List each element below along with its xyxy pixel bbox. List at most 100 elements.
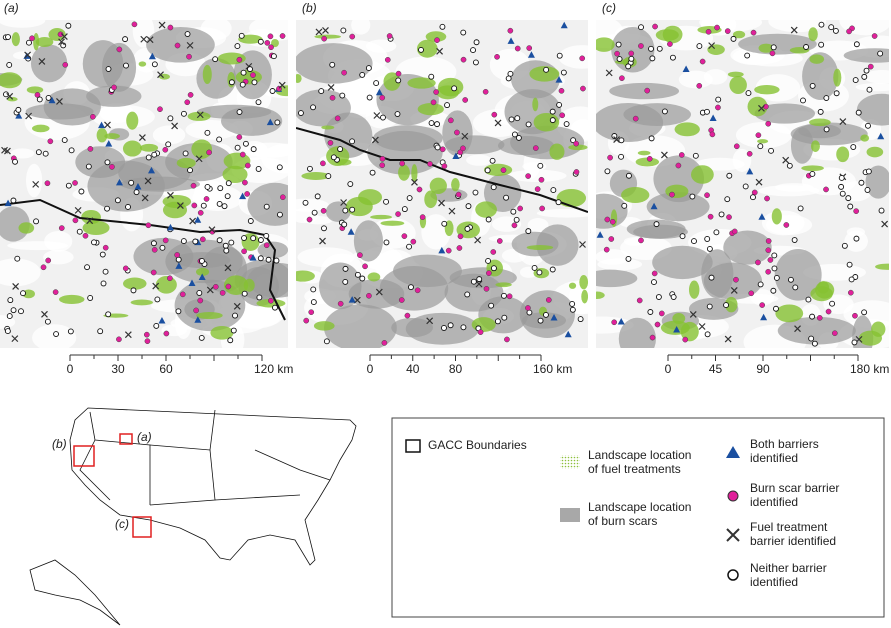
fuel-treatment-point [327,84,335,91]
both-barrier-point [564,330,572,338]
fuel-treatment [155,275,177,294]
neither-point [222,242,229,249]
neither-point [251,79,258,86]
burn-scar-point [341,69,347,76]
burn-scar-point [483,285,490,292]
neither-point [669,54,676,61]
neither-point [625,255,632,262]
neither-point [216,237,223,244]
hillshade [10,148,35,159]
burn-scar-point [144,338,151,345]
neither-point [489,157,496,164]
hillshade [597,258,643,271]
neither-point [865,168,872,175]
neither-point [150,240,157,247]
fuel-treatment [176,157,196,169]
burn-scar-point [456,245,463,251]
burn-scar-point [636,297,643,304]
neither-point [647,309,654,315]
fuel-treatment-point [11,335,19,343]
burn-scar-point [45,257,52,264]
neither-point [241,235,247,241]
neither-point [713,229,720,236]
fuel-treatment [429,177,447,195]
neither-point [515,134,522,141]
both-barrier-point [148,52,156,60]
neither-point [848,276,855,283]
fuel-treatment [808,27,818,42]
scale-label: 0 [665,362,672,376]
fuel-treatment-point [152,282,160,290]
neither-point [444,102,451,109]
burn-scar-point [414,287,421,294]
neither-point [563,121,570,127]
neither-point [406,243,413,250]
burn-scar-point [731,228,738,235]
fuel-treatment [162,201,188,219]
hillshade [527,218,549,233]
neither-point [263,232,270,239]
neither-point [321,225,327,232]
burn-scar-point [619,75,625,82]
neither-point [439,23,446,30]
neither-point [549,117,556,124]
legend-symbol [727,569,739,581]
fuel-treatment-point [74,206,82,214]
burn-scar-point [203,196,210,202]
scale-label: 80 [449,362,463,376]
neither-point [514,115,521,122]
neither-point [508,116,515,123]
neither-point [10,307,17,314]
neither-point [204,129,211,136]
both-barrier-point [760,313,768,321]
neither-point [771,265,778,272]
fuel-treatment [345,196,373,217]
fuel-treatment-point [25,112,33,120]
fuel-treatment [725,296,738,313]
inset-label: (c) [115,517,129,531]
neither-point [159,244,166,251]
neither-point [569,301,576,307]
burn-scar-point [496,238,503,244]
neither-point [832,27,839,34]
neither-point [196,290,203,296]
burn-scar-point [579,55,586,62]
neither-point [85,163,92,170]
neither-point [473,39,480,46]
fuel-treatment-point [208,226,216,234]
burn-scar-point [87,146,94,152]
fuel-treatment [747,96,768,117]
neither-point [408,284,414,291]
fuel-treatment-point [167,191,174,199]
fuel-treatment-point [794,325,801,333]
neither-point [505,75,512,82]
burn-scar-point [109,164,115,170]
neither-point [550,187,557,194]
neither-point [35,149,42,156]
neither-point [536,269,543,276]
fuel-treatment [210,326,234,340]
neither-point [323,338,330,345]
burn-scar-point [199,236,206,243]
legend-text: barrier identified [750,534,836,548]
fuel-treatment-point [373,112,381,119]
neither-point [325,173,332,180]
fuel-treatment [271,38,279,48]
neither-point [104,205,111,212]
neither-point [130,287,137,294]
both-barrier-point [347,228,355,235]
both-barrier-point [4,199,12,207]
hillshade [26,163,43,198]
neither-point [823,126,830,133]
burn-scar [633,224,688,239]
burn-scar-point [603,246,610,253]
legend-swatch [560,455,580,469]
burn-scar-point [327,140,334,146]
neither-point [809,171,816,177]
neither-point [270,53,277,60]
neither-point [863,67,870,74]
neither-point [200,202,207,209]
burn-scar [318,262,362,310]
fuel-treatment-point [24,51,32,59]
neither-point [441,220,448,227]
